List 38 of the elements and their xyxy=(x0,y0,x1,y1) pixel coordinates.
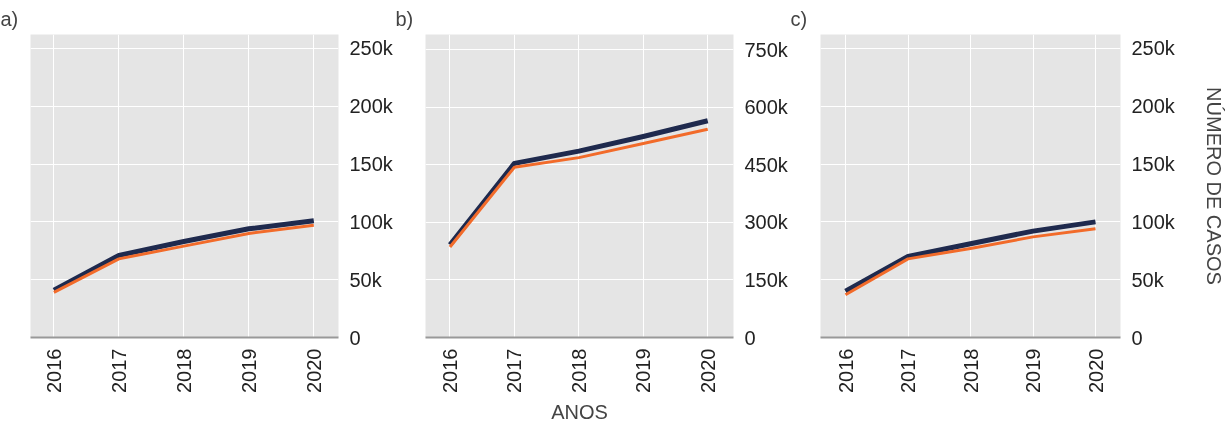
y-axis-title: NÚMERO DE CASOS xyxy=(1202,87,1225,285)
y-tick-label: 100k xyxy=(1131,210,1176,233)
chart-title: b) xyxy=(395,7,414,30)
chart-title: a) xyxy=(0,7,19,30)
y-tick-label: 0 xyxy=(1131,326,1143,349)
x-tick-label: 2017 xyxy=(503,348,526,393)
x-tick-label: 2020 xyxy=(302,348,325,393)
x-tick-label: 2020 xyxy=(696,348,719,393)
y-tick-label: 150k xyxy=(349,153,394,176)
y-tick-label: 200k xyxy=(1131,95,1176,118)
y-tick-label: 250k xyxy=(1131,37,1176,60)
x-tick-label: 2016 xyxy=(834,348,857,393)
x-tick-label: 2018 xyxy=(959,348,982,393)
x-tick-label: 2019 xyxy=(632,348,655,393)
y-tick-label: 600k xyxy=(744,96,789,119)
x-axis-title: ANOS xyxy=(551,400,608,423)
y-tick-label: 50k xyxy=(1131,268,1165,291)
y-tick-label: 0 xyxy=(744,326,756,349)
y-tick-label: 200k xyxy=(349,95,394,118)
x-tick-label: 2016 xyxy=(438,348,461,393)
y-tick-label: 150k xyxy=(744,268,789,291)
x-tick-label: 2018 xyxy=(172,348,195,393)
y-tick-label: 750k xyxy=(744,38,789,61)
y-tick-label: 0 xyxy=(349,326,361,349)
x-tick-label: 2019 xyxy=(1022,348,1044,393)
x-tick-label: 2017 xyxy=(897,348,919,393)
y-tick-label: 450k xyxy=(744,153,789,176)
y-tick-label: 150k xyxy=(1131,153,1176,176)
x-tick-label: 2020 xyxy=(1084,348,1107,393)
y-tick-label: 250k xyxy=(349,37,394,60)
y-tick-label: 300k xyxy=(744,211,789,234)
x-tick-label: 2017 xyxy=(107,348,130,393)
x-tick-label: 2016 xyxy=(42,348,65,393)
x-tick-label: 2019 xyxy=(237,348,260,393)
x-tick-label: 2018 xyxy=(567,348,590,393)
chart-title: c) xyxy=(790,7,808,30)
y-tick-label: 100k xyxy=(349,210,394,233)
y-tick-label: 50k xyxy=(349,268,383,291)
